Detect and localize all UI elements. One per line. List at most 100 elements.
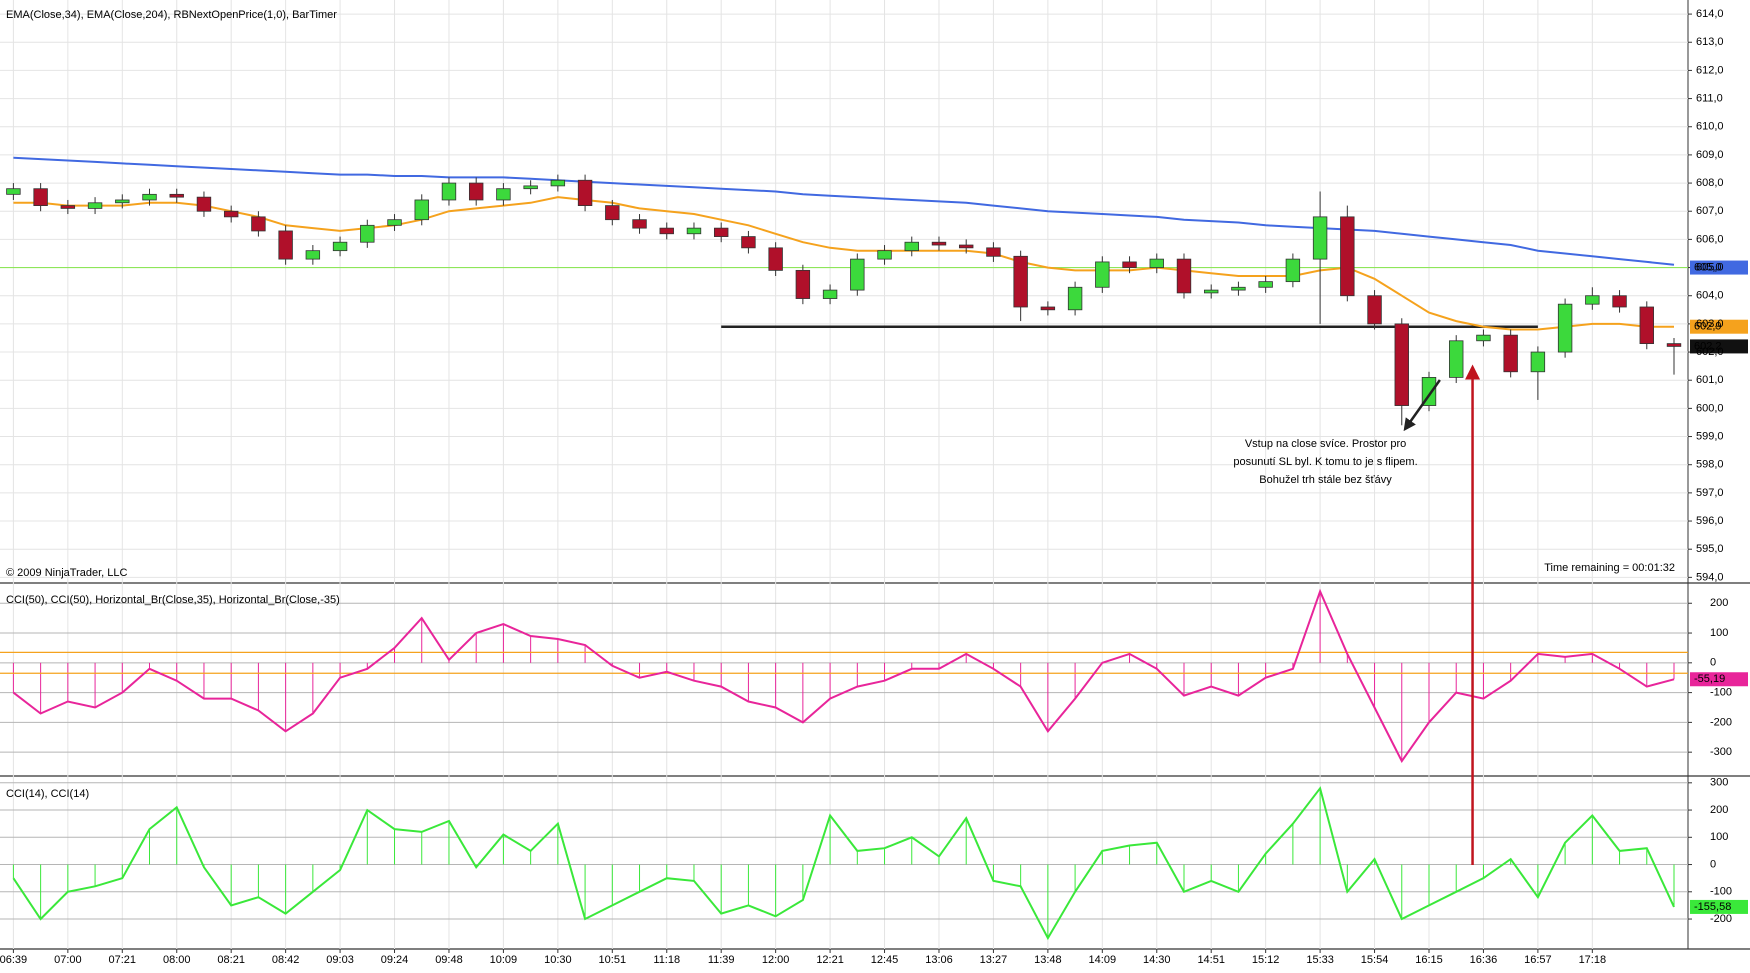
y-tick-label: 607,0 — [1696, 205, 1724, 217]
price-marker-label: -155,58 — [1694, 901, 1731, 913]
annotation: Bohužel trh stále bez šťávy — [1259, 474, 1392, 486]
y-tick-label: 596,0 — [1696, 515, 1724, 527]
x-tick-label: 12:00 — [762, 954, 790, 966]
x-tick-label: 13:06 — [925, 954, 953, 966]
x-tick-label: 09:24 — [381, 954, 409, 966]
candle-body — [577, 179, 593, 206]
price-marker — [1690, 319, 1748, 334]
y-tick-label: 606,0 — [1696, 233, 1724, 245]
candle-body — [1503, 334, 1518, 373]
candle-body — [115, 199, 130, 204]
candle-body — [223, 210, 239, 218]
candle-body — [496, 188, 511, 201]
candle-body — [278, 230, 293, 260]
panel-title: CCI(50), CCI(50), Horizontal_Br(Close,35… — [6, 594, 340, 606]
y-tick-label: -200 — [1710, 913, 1732, 925]
y-tick-label: 599,0 — [1696, 430, 1724, 442]
panel-title: EMA(Close,34), EMA(Close,204), RBNextOpe… — [6, 9, 337, 21]
candle-body — [1285, 258, 1301, 283]
x-tick-label: 15:12 — [1252, 954, 1280, 966]
y-tick-label: 597,0 — [1696, 487, 1724, 499]
price-marker-label: 602,2 — [1694, 340, 1722, 352]
candle-body — [1639, 306, 1654, 345]
x-tick-label: 16:36 — [1470, 954, 1498, 966]
x-tick-label: 15:33 — [1306, 954, 1334, 966]
candle-body — [904, 241, 919, 252]
x-tick-label: 08:21 — [217, 954, 245, 966]
annotation: Vstup na close svíce. Prostor pro — [1245, 438, 1406, 450]
y-tick-label: 100 — [1710, 627, 1728, 639]
x-tick-label: 06:39 — [0, 954, 27, 966]
x-tick-label: 15:54 — [1361, 954, 1389, 966]
candle-body — [1149, 258, 1164, 268]
price-marker — [1690, 899, 1748, 914]
ema-line — [13, 196, 1674, 331]
candle-body — [305, 250, 321, 260]
candle-body — [686, 227, 702, 235]
candle-body — [795, 269, 811, 299]
candle-body — [1394, 323, 1409, 406]
grid — [0, 0, 1750, 953]
marks — [0, 156, 1748, 941]
x-tick-label: 11:39 — [708, 954, 735, 966]
y-tick-label: 602,0 — [1696, 346, 1724, 358]
x-tick-label: 14:51 — [1197, 954, 1225, 966]
copyright: © 2009 NinjaTrader, LLC — [6, 567, 127, 579]
x-tick-label: 16:15 — [1415, 954, 1443, 966]
y-tick-label: 600,0 — [1696, 402, 1724, 414]
candle-body — [60, 205, 76, 209]
candle-body — [1095, 261, 1110, 288]
candle-body — [1367, 295, 1382, 325]
candle-body — [1612, 295, 1627, 308]
x-tick-label: 10:30 — [544, 954, 572, 966]
candle-body — [1585, 295, 1600, 305]
candle-body — [1449, 340, 1464, 378]
y-tick-label: 601,0 — [1696, 374, 1724, 386]
x-tick-label: 14:30 — [1143, 954, 1171, 966]
x-tick-label: 10:51 — [599, 954, 627, 966]
candle-body — [332, 241, 348, 252]
candle-body — [1530, 351, 1546, 373]
candle-body — [441, 182, 457, 201]
x-tick-label: 16:57 — [1524, 954, 1552, 966]
candle-body — [1312, 216, 1328, 260]
panel-title: CCI(14), CCI(14) — [6, 788, 89, 800]
y-tick-label: 614,0 — [1696, 8, 1724, 20]
candle-body — [1340, 216, 1355, 297]
x-tick-label: 12:21 — [816, 954, 844, 966]
y-tick-label: 300 — [1710, 777, 1728, 789]
y-tick-label: 611,0 — [1696, 92, 1723, 104]
candle-body — [6, 188, 21, 195]
candle-body — [414, 199, 429, 221]
candle-body — [822, 289, 838, 299]
y-tick-label: -200 — [1710, 716, 1732, 728]
candle-body — [632, 219, 647, 229]
candle-body — [33, 188, 48, 206]
price-marker — [1690, 260, 1748, 275]
candle-body — [251, 216, 266, 232]
y-tick-label: 603,0 — [1696, 318, 1724, 330]
annotation-arrow — [1403, 379, 1441, 432]
x-tick-label: 17:18 — [1579, 954, 1607, 966]
y-tick-label: 612,0 — [1696, 64, 1724, 76]
candle-body — [87, 202, 103, 209]
candle-body — [468, 182, 484, 201]
y-tick-label: 598,0 — [1696, 459, 1724, 471]
price-marker — [1690, 672, 1748, 687]
x-tick-label: 12:45 — [871, 954, 899, 966]
candle-body — [1122, 261, 1137, 268]
x-tick-label: 07:21 — [109, 954, 137, 966]
x-tick-label: 09:03 — [326, 954, 354, 966]
candle-body — [360, 224, 375, 243]
y-tick-label: 100 — [1710, 831, 1728, 843]
y-tick-label: 613,0 — [1696, 36, 1724, 48]
y-tick-label: 605,0 — [1696, 261, 1724, 273]
candle-body — [1258, 281, 1273, 288]
candle-body — [1231, 286, 1246, 291]
cci-line — [12, 588, 1675, 764]
candle-body — [169, 193, 184, 198]
x-tick-label: 10:09 — [490, 954, 518, 966]
x-tick-label: 09:48 — [435, 954, 463, 966]
candle-body — [550, 179, 566, 187]
candle-body — [986, 247, 1001, 257]
